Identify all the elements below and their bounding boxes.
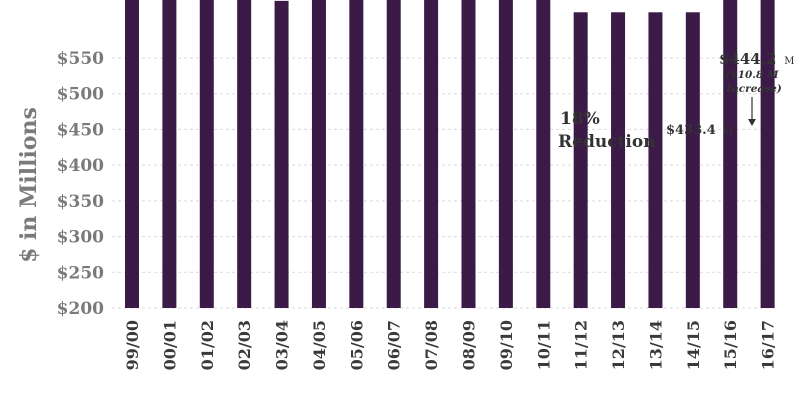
- x-tick-label: 08/09: [460, 320, 479, 370]
- increase-note-annotation: ($10.8 M: [725, 69, 779, 81]
- x-tick-label: 00/01: [160, 320, 179, 370]
- bar: [760, 0, 775, 309]
- arrow-icon: [748, 97, 756, 126]
- x-tick-label: 13/14: [646, 320, 665, 370]
- y-tick-label: $250: [57, 263, 104, 283]
- value-1617-annotation: $444.2 M: [719, 50, 794, 68]
- value-1516-number: $433.4: [666, 123, 716, 138]
- value-1617-number: $444.2: [719, 50, 776, 68]
- gridlines: [112, 57, 775, 309]
- reduction-word-annotation: Reduction: [558, 132, 656, 152]
- x-tick-label: 11/12: [572, 320, 591, 370]
- bars: [125, 0, 775, 309]
- x-tick-label: 01/02: [198, 320, 217, 370]
- bar: [237, 0, 252, 309]
- value-1516-unit: M: [723, 126, 733, 137]
- y-tick-label: $200: [57, 299, 104, 319]
- y-tick-label: $300: [57, 228, 104, 248]
- y-tick-label: $500: [57, 85, 104, 105]
- x-tick-label: 06/07: [385, 320, 404, 370]
- y-tick-label: $350: [57, 192, 104, 212]
- bar: [685, 12, 700, 309]
- increase-word-annotation: Increase): [725, 83, 782, 95]
- bar: [498, 0, 513, 309]
- x-tick-label: 14/15: [684, 320, 703, 370]
- bar: [573, 12, 588, 309]
- x-tick-label: 99/00: [123, 320, 142, 370]
- bar: [723, 0, 738, 309]
- bar: [199, 0, 214, 308]
- bar: [461, 0, 476, 308]
- bar: [125, 0, 139, 308]
- y-axis-label: $ in Millions: [16, 107, 42, 263]
- y-tick-label: $400: [57, 156, 104, 176]
- y-tick-label: $450: [57, 120, 104, 140]
- x-tick-label: 05/06: [347, 320, 366, 370]
- bar: [311, 0, 326, 308]
- x-tick-label: 07/08: [422, 320, 441, 370]
- bar: [274, 0, 289, 308]
- value-1516-annotation: $433.4 M: [666, 123, 733, 138]
- bar: [162, 0, 177, 308]
- bar: [648, 12, 663, 309]
- x-tick-label: 02/03: [235, 320, 254, 370]
- y-tick-label: $550: [57, 49, 104, 69]
- bar: [386, 0, 401, 309]
- bar: [536, 0, 551, 309]
- x-tick-label: 03/04: [273, 320, 292, 370]
- bar: [611, 12, 626, 309]
- y-axis-ticks: $200 $250 $300 $350 $400 $450 $500 $550: [57, 49, 104, 319]
- x-axis-ticks: 99/00 00/01 01/02 02/03 03/04 04/05 05/06 06/07…: [123, 320, 778, 370]
- bar: [349, 0, 364, 308]
- value-1617-unit: M: [784, 56, 794, 67]
- bar: [424, 0, 439, 308]
- x-tick-label: 10/11: [534, 320, 553, 370]
- reduction-percent-annotation: 18%: [560, 109, 600, 129]
- x-tick-label: 09/10: [497, 320, 516, 370]
- x-tick-label: 12/13: [609, 320, 628, 370]
- x-tick-label: 04/05: [310, 320, 329, 370]
- x-tick-label: 16/17: [759, 320, 778, 370]
- x-tick-label: 15/16: [721, 320, 740, 370]
